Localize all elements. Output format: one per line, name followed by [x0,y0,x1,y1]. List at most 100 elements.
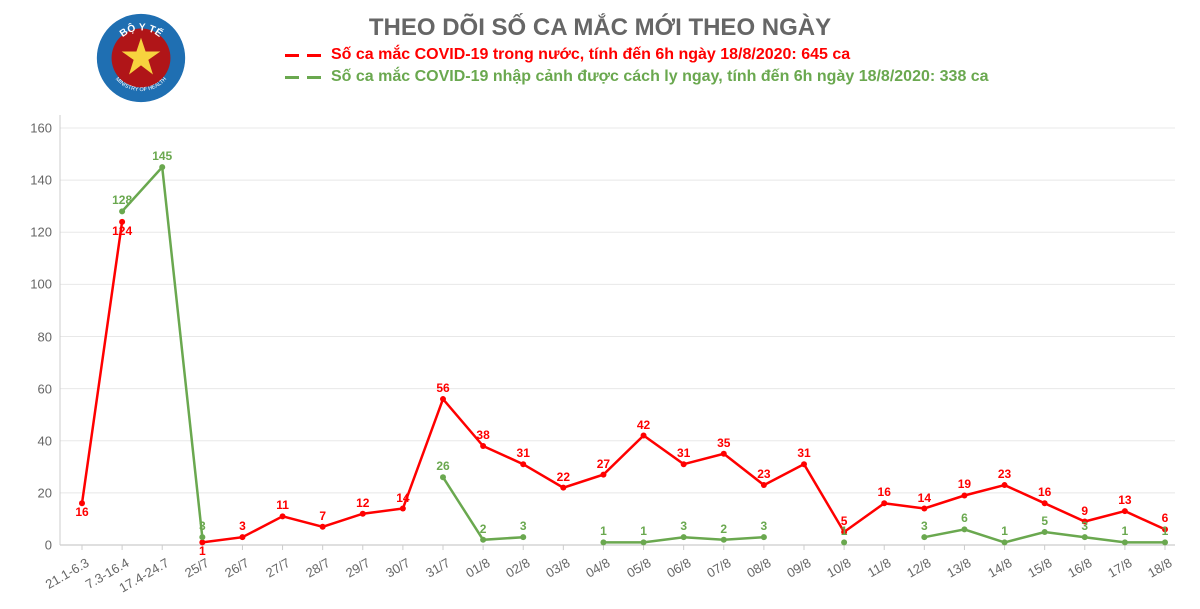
series-line [82,222,1165,543]
y-tick-label: 140 [12,173,52,188]
y-tick-label: 120 [12,225,52,240]
y-tick-label: 100 [12,277,52,292]
data-label: 26 [436,459,449,473]
data-label: 3 [761,519,768,533]
series-marker [360,511,366,517]
series-marker [921,534,927,540]
data-label: 1 [199,544,206,558]
data-label: 1 [600,524,607,538]
series-marker [159,164,165,170]
legend-marker [285,76,321,79]
y-tick-label: 160 [12,121,52,136]
y-tick-label: 0 [12,538,52,553]
data-label: 23 [998,467,1011,481]
data-label: 31 [517,446,530,460]
data-label: 56 [436,381,449,395]
series-marker [921,506,927,512]
series-marker [199,534,205,540]
data-label: 13 [1118,493,1131,507]
series-marker [1002,539,1008,545]
series-marker [440,474,446,480]
data-label: 27 [597,457,610,471]
series-marker [721,537,727,543]
data-label: 3 [239,519,246,533]
series-marker [1042,529,1048,535]
series-marker [641,539,647,545]
series-marker [1122,508,1128,514]
data-label: 16 [75,505,88,519]
legend-label: Số ca mắc COVID-19 trong nước, tính đến … [331,46,850,64]
series-marker [681,534,687,540]
series-marker [480,443,486,449]
y-tick-label: 20 [12,485,52,500]
data-label: 38 [476,428,489,442]
data-label: 3 [921,519,928,533]
data-label: 7 [319,509,326,523]
series-marker [841,539,847,545]
series-marker [961,492,967,498]
series-marker [801,461,807,467]
chart-title: THEO DÕI SỐ CA MẮC MỚI THEO NGÀY [0,14,1200,42]
series-marker [721,451,727,457]
series-marker [1162,539,1168,545]
data-label: 3 [520,519,527,533]
data-label: 31 [677,446,690,460]
data-label: 16 [1038,485,1051,499]
legend-item: Số ca mắc COVID-19 trong nước, tính đến … [285,46,989,64]
data-label: 12 [356,496,369,510]
series-marker [320,524,326,530]
data-label: 35 [717,436,730,450]
chart-container: BỘ Y TẾ MINISTRY OF HEALTH THEO DÕI SỐ C… [0,0,1200,609]
series-marker [641,433,647,439]
chart-svg [60,115,1175,551]
data-label: 14 [918,491,931,505]
data-label: 42 [637,418,650,432]
data-label: 1 [1001,524,1008,538]
data-label: 31 [797,446,810,460]
series-marker [1082,534,1088,540]
data-label: 5 [1041,514,1048,528]
data-label: 19 [958,477,971,491]
data-label: 2 [480,522,487,536]
series-marker [119,208,125,214]
data-label: 9 [1081,504,1088,518]
series-marker [520,461,526,467]
data-label: 2 [720,522,727,536]
series-marker [480,537,486,543]
series-marker [681,461,687,467]
series-marker [761,534,767,540]
series-marker [961,526,967,532]
legend-label: Số ca mắc COVID-19 nhập cảnh được cách l… [331,68,989,86]
data-label: 1 [640,524,647,538]
data-label: 1 [1122,524,1129,538]
series-marker [1122,539,1128,545]
chart-legend: Số ca mắc COVID-19 trong nước, tính đến … [285,46,989,90]
data-label: 3 [199,519,206,533]
data-label: 6 [1162,511,1169,525]
series-marker [600,539,606,545]
data-label: 3 [1081,519,1088,533]
series-marker [440,396,446,402]
legend-marker [285,54,321,57]
data-label: 1 [1162,524,1169,538]
y-tick-label: 40 [12,433,52,448]
data-label: 145 [152,149,172,163]
data-label: 14 [396,491,409,505]
series-marker [560,485,566,491]
legend-item: Số ca mắc COVID-19 nhập cảnh được cách l… [285,68,989,86]
data-label: 23 [757,467,770,481]
y-tick-label: 80 [12,329,52,344]
series-marker [520,534,526,540]
series-marker [1002,482,1008,488]
series-marker [600,472,606,478]
chart-plot: 02040608010012014016021.1-6.37.3-16.417.… [60,115,1175,545]
data-label: 124 [112,224,132,238]
data-label: 3 [680,519,687,533]
data-label: 16 [878,485,891,499]
data-label: 11 [276,498,289,512]
series-marker [881,500,887,506]
series-marker [761,482,767,488]
series-marker [1042,500,1048,506]
y-tick-label: 60 [12,381,52,396]
data-label: 6 [961,511,968,525]
